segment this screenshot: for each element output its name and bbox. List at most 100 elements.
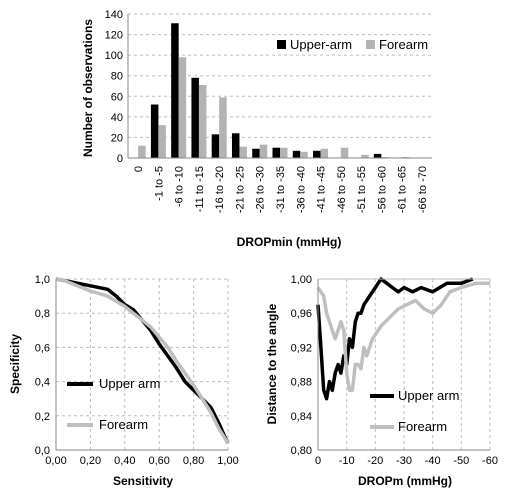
bar-upper-arm-7 bbox=[272, 147, 280, 158]
y-tick-label: 0,0 bbox=[35, 445, 50, 457]
roc-x-ticks: 0,00 0,20 0,40 0,60 0,80 1,00 bbox=[45, 455, 238, 467]
bar-forearm-1 bbox=[158, 125, 166, 158]
x-tick-label: 0,40 bbox=[114, 455, 135, 467]
histogram-chart: 0 20 40 60 80 100 120 140 0 -1 to -5 -6 to -10 -11… bbox=[81, 9, 432, 249]
legend-label-forearm: Forearm bbox=[99, 417, 148, 432]
roc-gridlines bbox=[56, 278, 229, 450]
y-tick-label: 1,0 bbox=[35, 274, 50, 286]
roc-legend: Upper arm Forearm bbox=[67, 376, 160, 432]
histogram-y-axis-title: Number of observations bbox=[81, 19, 95, 157]
bar-upper-arm-6 bbox=[252, 148, 260, 158]
x-tick-label: 0,60 bbox=[148, 455, 169, 467]
x-tick-label: 0,00 bbox=[45, 455, 66, 467]
y-tick-label: 120 bbox=[105, 30, 123, 42]
distance-to-angle-chart: 0,80 0,84 0,88 0,92 0,96 1,00 0 -10 -20 -30 -40 -5… bbox=[265, 274, 498, 488]
histogram-bars bbox=[138, 23, 410, 159]
y-tick-label: 40 bbox=[111, 112, 123, 124]
bar-upper-arm-3 bbox=[191, 77, 199, 158]
legend-label-forearm: Forearm bbox=[379, 37, 428, 52]
x-tick-label: -21 to -25 bbox=[234, 166, 246, 213]
x-tick-label: 0,20 bbox=[80, 455, 101, 467]
bar-forearm-6 bbox=[259, 144, 268, 158]
legend-swatch-forearm bbox=[366, 40, 375, 49]
x-tick-label: -26 to -30 bbox=[255, 166, 267, 213]
x-tick-label: -60 bbox=[482, 455, 498, 467]
y-tick-label: 80 bbox=[111, 71, 123, 83]
y-tick-label: 0,96 bbox=[291, 308, 312, 320]
y-tick-label: 20 bbox=[111, 132, 123, 144]
x-tick-label: -1 to -5 bbox=[153, 166, 165, 201]
x-tick-label: -16 to -20 bbox=[214, 166, 226, 213]
bar-forearm-11 bbox=[361, 154, 369, 158]
bar-upper-arm-9 bbox=[313, 150, 321, 158]
series-line-forearm bbox=[55, 277, 230, 445]
x-tick-label: -30 bbox=[396, 455, 412, 467]
bar-forearm-8 bbox=[300, 151, 308, 158]
distance-y-axis-title: Distance to the angle bbox=[265, 303, 279, 424]
sensitivity-specificity-chart: 0,0 0,2 0,4 0,6 0,8 1,0 0,00 0,20 0,40 0,60 0,80 1… bbox=[8, 274, 239, 488]
x-tick-label: -40 bbox=[425, 455, 441, 467]
y-tick-label: 0,84 bbox=[291, 411, 312, 423]
bar-upper-arm-4 bbox=[211, 134, 220, 158]
legend-swatch-upper-arm bbox=[277, 40, 286, 49]
bar-forearm-13 bbox=[401, 156, 410, 158]
bar-forearm-7 bbox=[280, 147, 288, 158]
bar-upper-arm-12 bbox=[373, 153, 382, 158]
roc-y-ticks: 0,0 0,2 0,4 0,6 0,8 1,0 bbox=[35, 274, 50, 457]
roc-axes bbox=[55, 279, 228, 451]
x-tick-label: -56 to -60 bbox=[376, 166, 388, 213]
y-tick-label: 0,80 bbox=[291, 445, 312, 457]
x-tick-label: -46 to -50 bbox=[336, 166, 348, 213]
bar-forearm-0 bbox=[138, 145, 146, 158]
bar-forearm-9 bbox=[320, 148, 329, 158]
histogram-x-ticks: 0 -1 to -5 -6 to -10 -11 to -15 -16 to -20 -2… bbox=[133, 166, 429, 213]
legend-label-upper-arm: Upper arm bbox=[99, 376, 160, 391]
distance-legend: Upper arm Forearm bbox=[370, 388, 459, 434]
x-tick-label: -31 to -35 bbox=[275, 166, 287, 213]
y-tick-label: 0,88 bbox=[291, 377, 312, 389]
y-tick-label: 0,92 bbox=[291, 342, 312, 354]
distance-x-axis-title: DROPm (mmHg) bbox=[358, 474, 452, 488]
bar-forearm-2 bbox=[178, 57, 187, 159]
x-tick-label: -66 to -70 bbox=[417, 166, 429, 213]
distance-axes bbox=[317, 278, 491, 451]
bar-forearm-3 bbox=[198, 84, 207, 158]
legend-label-upper-arm: Upper arm bbox=[398, 388, 459, 403]
histogram-x-axis-title: DROPmin (mmHg) bbox=[237, 235, 342, 249]
x-tick-label: -11 to -15 bbox=[194, 166, 206, 212]
roc-y-axis-title: Specificity bbox=[8, 334, 22, 394]
distance-y-ticks: 0,80 0,84 0,88 0,92 0,96 1,00 bbox=[291, 274, 312, 457]
x-tick-label: -41 to -45 bbox=[316, 166, 328, 213]
bar-upper-arm-8 bbox=[292, 150, 301, 158]
x-tick-label: -20 bbox=[367, 455, 383, 467]
y-tick-label: 0,4 bbox=[35, 377, 50, 389]
y-tick-label: 140 bbox=[105, 9, 123, 21]
bar-forearm-12 bbox=[381, 156, 389, 158]
roc-x-axis-title: Sensitivity bbox=[113, 474, 173, 488]
series-line-forearm bbox=[316, 281, 490, 392]
bar-upper-arm-2 bbox=[171, 23, 179, 159]
series-line-upper-arm bbox=[316, 277, 474, 401]
histogram-axes bbox=[127, 14, 432, 159]
y-tick-label: 60 bbox=[111, 91, 123, 103]
y-tick-label: 0 bbox=[117, 153, 123, 165]
x-tick-label: 0,80 bbox=[183, 455, 204, 467]
x-tick-label: -51 to -55 bbox=[356, 166, 368, 213]
y-tick-label: 0,2 bbox=[35, 411, 50, 423]
y-tick-label: 100 bbox=[105, 50, 123, 62]
bar-forearm-5 bbox=[239, 146, 247, 158]
x-tick-label: 0 bbox=[133, 166, 145, 172]
y-tick-label: 0,8 bbox=[35, 308, 50, 320]
series-line-upper-arm bbox=[55, 277, 230, 444]
bar-forearm-10 bbox=[340, 147, 349, 158]
x-tick-label: 1,00 bbox=[217, 455, 238, 467]
y-tick-label: 0,6 bbox=[35, 342, 50, 354]
x-tick-label: -50 bbox=[453, 455, 469, 467]
legend-label-forearm: Forearm bbox=[398, 419, 447, 434]
x-tick-label: -61 to -65 bbox=[397, 166, 409, 213]
x-tick-label: -6 to -10 bbox=[174, 166, 186, 207]
distance-series-lines bbox=[316, 277, 490, 401]
distance-x-ticks: 0 -10 -20 -30 -40 -50 -60 bbox=[315, 455, 498, 467]
bar-upper-arm-5 bbox=[231, 133, 240, 158]
